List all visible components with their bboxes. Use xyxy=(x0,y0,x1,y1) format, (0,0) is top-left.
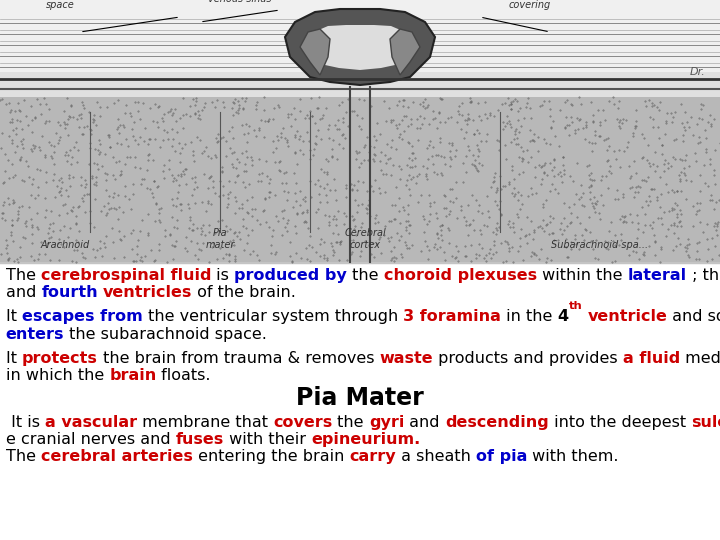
Text: choroid plexuses: choroid plexuses xyxy=(384,268,537,283)
Text: th: th xyxy=(569,301,582,312)
Text: lateral: lateral xyxy=(628,268,687,283)
Text: the subarachnoid space.: the subarachnoid space. xyxy=(64,327,267,342)
Text: produced by: produced by xyxy=(235,268,347,283)
Text: in which the: in which the xyxy=(6,368,109,383)
Text: escapes from: escapes from xyxy=(22,309,143,325)
Text: Subdural
space: Subdural space xyxy=(38,0,82,10)
Text: ventricles: ventricles xyxy=(103,285,192,300)
Polygon shape xyxy=(307,25,412,70)
Text: fuses: fuses xyxy=(176,432,224,447)
Text: products and provides: products and provides xyxy=(433,351,623,366)
Text: a fluid: a fluid xyxy=(623,351,680,366)
Text: Endothelial
covering: Endothelial covering xyxy=(503,0,557,10)
Text: e cranial nerves and: e cranial nerves and xyxy=(6,432,176,447)
Text: membrane that: membrane that xyxy=(137,415,273,430)
Text: into the deepest: into the deepest xyxy=(549,415,691,430)
Text: Subarachnoid spa...: Subarachnoid spa... xyxy=(552,240,649,250)
Text: the: the xyxy=(347,268,384,283)
Text: and: and xyxy=(6,285,41,300)
Text: with their: with their xyxy=(224,432,311,447)
Polygon shape xyxy=(300,29,330,75)
Text: Interior of
venous sinus: Interior of venous sinus xyxy=(208,0,271,4)
Text: The: The xyxy=(6,449,41,464)
Text: floats.: floats. xyxy=(156,368,211,383)
Text: within the: within the xyxy=(537,268,628,283)
Text: a sheath: a sheath xyxy=(396,449,476,464)
Text: with them.: with them. xyxy=(527,449,618,464)
Text: cerebrospinal fluid: cerebrospinal fluid xyxy=(41,268,212,283)
Text: carry: carry xyxy=(349,449,396,464)
Text: Dr.: Dr. xyxy=(689,67,705,77)
Text: Arachnoid: Arachnoid xyxy=(40,240,89,250)
Bar xyxy=(0,0,720,72)
Text: Pia Mater: Pia Mater xyxy=(296,386,424,410)
Text: 3 foramina: 3 foramina xyxy=(403,309,501,325)
Text: and: and xyxy=(405,415,445,430)
Text: It: It xyxy=(6,351,22,366)
Text: the brain from trauma & removes: the brain from trauma & removes xyxy=(98,351,379,366)
Text: media: media xyxy=(680,351,720,366)
Text: It is: It is xyxy=(6,415,45,430)
Text: descending: descending xyxy=(445,415,549,430)
Text: 4: 4 xyxy=(557,309,569,325)
Text: The: The xyxy=(6,268,41,283)
Text: sulci.: sulci. xyxy=(691,415,720,430)
Text: the ventricular system through: the ventricular system through xyxy=(143,309,403,325)
Polygon shape xyxy=(285,9,435,85)
Text: Cerebral
cortex: Cerebral cortex xyxy=(344,228,386,250)
Text: entering the brain: entering the brain xyxy=(193,449,349,464)
Text: Pia
mater: Pia mater xyxy=(205,228,235,250)
Text: epineurium.: epineurium. xyxy=(311,432,420,447)
Text: It: It xyxy=(6,309,22,325)
Text: of the brain.: of the brain. xyxy=(192,285,296,300)
Text: enters: enters xyxy=(6,327,64,342)
Text: ; third: ; third xyxy=(687,268,720,283)
Text: of pia: of pia xyxy=(476,449,527,464)
Bar xyxy=(0,97,720,262)
Text: waste: waste xyxy=(379,351,433,366)
Text: the: the xyxy=(333,415,369,430)
Text: is: is xyxy=(212,268,235,283)
Text: ventricle: ventricle xyxy=(588,309,667,325)
Bar xyxy=(0,0,720,262)
Text: cerebral arteries: cerebral arteries xyxy=(41,449,193,464)
Text: brain: brain xyxy=(109,368,156,383)
Text: and so: and so xyxy=(667,309,720,325)
Text: covers: covers xyxy=(273,415,333,430)
Text: in the: in the xyxy=(501,309,557,325)
Text: gyri: gyri xyxy=(369,415,405,430)
Bar xyxy=(0,2,720,102)
Text: fourth: fourth xyxy=(41,285,98,300)
Text: protects: protects xyxy=(22,351,98,366)
Polygon shape xyxy=(390,29,420,75)
Text: a vascular: a vascular xyxy=(45,415,137,430)
